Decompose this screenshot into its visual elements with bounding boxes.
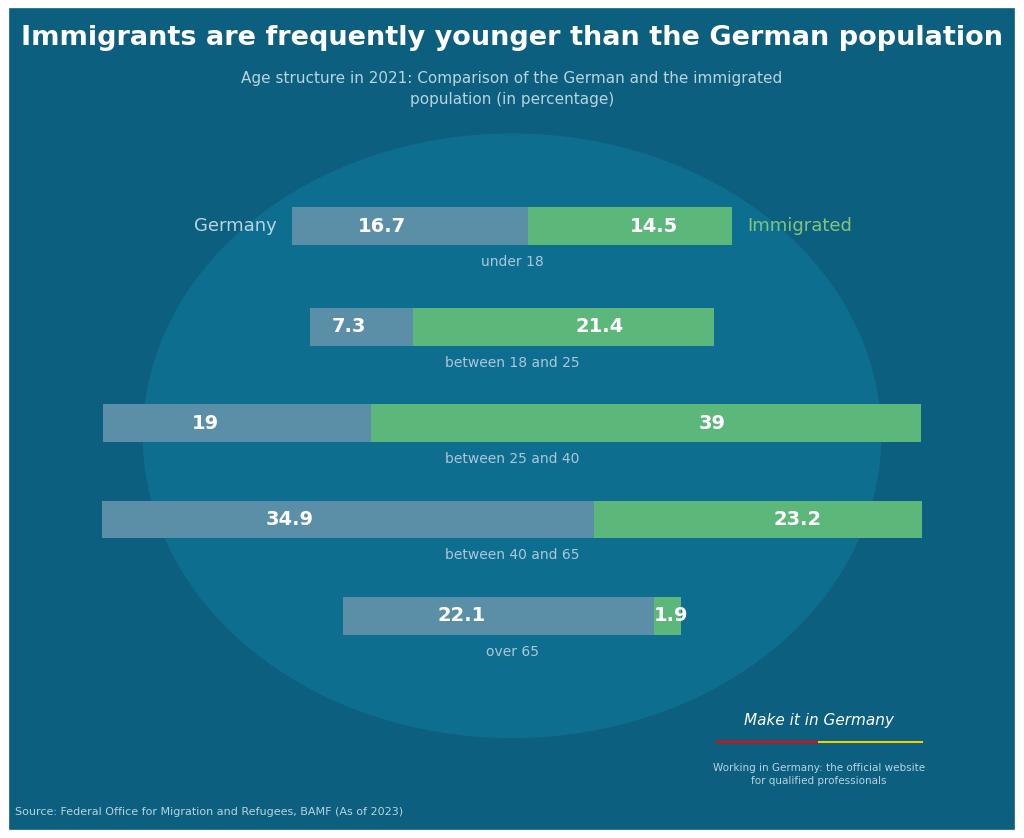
Circle shape [143,134,881,737]
FancyBboxPatch shape [371,405,921,442]
Text: under 18: under 18 [480,255,544,269]
FancyBboxPatch shape [595,501,922,539]
Text: Immigrants are frequently younger than the German population: Immigrants are frequently younger than t… [22,25,1002,51]
FancyBboxPatch shape [102,501,595,539]
Text: 22.1: 22.1 [437,607,485,625]
Text: 23.2: 23.2 [773,510,821,529]
FancyBboxPatch shape [292,208,527,245]
Text: 16.7: 16.7 [357,217,406,235]
Text: between 25 and 40: between 25 and 40 [444,453,580,466]
FancyBboxPatch shape [527,208,732,245]
Text: between 18 and 25: between 18 and 25 [444,356,580,370]
FancyBboxPatch shape [654,597,681,635]
Text: Age structure in 2021: Comparison of the German and the immigrated
population (i: Age structure in 2021: Comparison of the… [242,71,782,107]
Text: 14.5: 14.5 [630,217,678,235]
Text: 39: 39 [698,414,725,432]
Text: Germany: Germany [194,217,276,235]
Text: Make it in Germany: Make it in Germany [744,713,894,728]
Text: Working in Germany: the official website
for qualified professionals: Working in Germany: the official website… [713,763,926,786]
Text: 34.9: 34.9 [265,510,313,529]
Text: between 40 and 65: between 40 and 65 [444,549,580,562]
Text: Source: Federal Office for Migration and Refugees, BAMF (As of 2023): Source: Federal Office for Migration and… [15,807,403,817]
Text: over 65: over 65 [485,645,539,659]
FancyBboxPatch shape [413,308,715,345]
FancyBboxPatch shape [309,308,413,345]
FancyBboxPatch shape [103,405,371,442]
FancyBboxPatch shape [343,597,654,635]
Text: 7.3: 7.3 [332,318,366,336]
Text: Immigrated: Immigrated [748,217,852,235]
Text: 1.9: 1.9 [653,607,688,625]
Text: 19: 19 [191,414,218,432]
Text: 21.4: 21.4 [575,318,624,336]
